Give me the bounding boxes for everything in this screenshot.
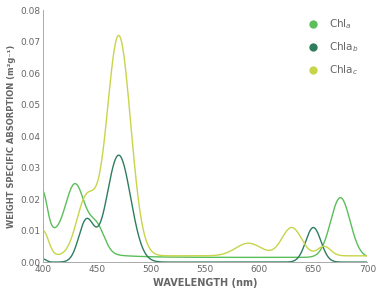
X-axis label: WAVELENGTH (nm): WAVELENGTH (nm) <box>153 278 257 288</box>
Y-axis label: WEIGHT SPECIFIC ABSORPTION (m²g⁻¹): WEIGHT SPECIFIC ABSORPTION (m²g⁻¹) <box>7 45 16 228</box>
Legend: Chl$_a$, Chla$_b$, Chla$_c$: Chl$_a$, Chla$_b$, Chla$_c$ <box>298 13 362 82</box>
